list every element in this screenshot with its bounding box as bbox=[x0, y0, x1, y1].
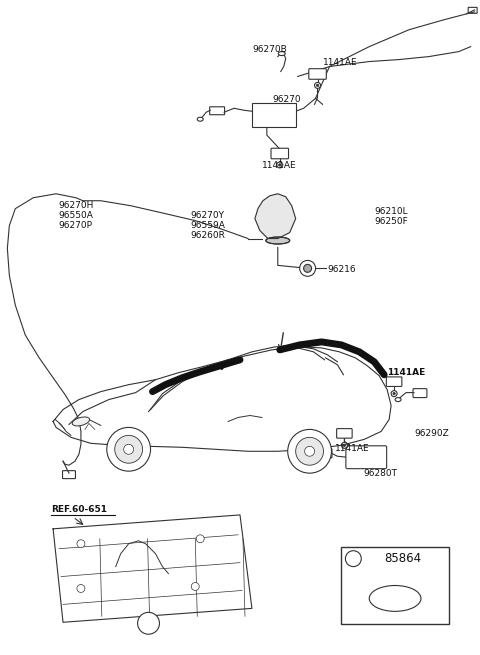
Circle shape bbox=[316, 84, 319, 86]
FancyBboxPatch shape bbox=[309, 69, 326, 79]
Circle shape bbox=[115, 436, 143, 463]
Ellipse shape bbox=[266, 237, 290, 244]
Circle shape bbox=[124, 444, 133, 455]
Ellipse shape bbox=[369, 586, 421, 611]
FancyBboxPatch shape bbox=[346, 446, 387, 469]
Polygon shape bbox=[53, 515, 252, 622]
Text: 1141AE: 1141AE bbox=[336, 444, 370, 453]
Circle shape bbox=[288, 430, 332, 473]
Text: 96216: 96216 bbox=[327, 265, 356, 274]
Text: 96270H: 96270H bbox=[58, 200, 94, 210]
Ellipse shape bbox=[278, 52, 285, 56]
Circle shape bbox=[343, 444, 346, 447]
Text: REF.60-651: REF.60-651 bbox=[51, 505, 107, 514]
Circle shape bbox=[196, 534, 204, 543]
Text: 96290Z: 96290Z bbox=[414, 430, 449, 438]
FancyBboxPatch shape bbox=[62, 471, 75, 479]
FancyBboxPatch shape bbox=[336, 428, 352, 438]
Text: 1141AE: 1141AE bbox=[387, 367, 425, 377]
Text: 96260R: 96260R bbox=[190, 231, 225, 240]
Circle shape bbox=[393, 392, 396, 395]
Polygon shape bbox=[255, 194, 296, 238]
Circle shape bbox=[277, 162, 283, 168]
Circle shape bbox=[192, 582, 199, 590]
Circle shape bbox=[304, 265, 312, 272]
Circle shape bbox=[305, 446, 314, 457]
Ellipse shape bbox=[395, 398, 401, 402]
Circle shape bbox=[296, 438, 324, 465]
FancyBboxPatch shape bbox=[271, 148, 288, 159]
Circle shape bbox=[278, 164, 281, 166]
Circle shape bbox=[314, 83, 321, 88]
Text: 96280T: 96280T bbox=[363, 469, 397, 478]
Bar bbox=[252, 103, 296, 127]
Circle shape bbox=[138, 612, 159, 634]
Circle shape bbox=[107, 428, 151, 471]
Circle shape bbox=[77, 584, 85, 593]
Text: 1141AE: 1141AE bbox=[323, 58, 357, 67]
FancyBboxPatch shape bbox=[413, 388, 427, 398]
FancyBboxPatch shape bbox=[468, 7, 477, 13]
Text: 96559A: 96559A bbox=[190, 221, 225, 230]
FancyBboxPatch shape bbox=[210, 107, 225, 115]
Bar bbox=[341, 547, 449, 624]
Circle shape bbox=[391, 390, 397, 396]
Circle shape bbox=[77, 540, 85, 548]
Text: 96250F: 96250F bbox=[374, 217, 408, 225]
FancyBboxPatch shape bbox=[321, 449, 332, 458]
Text: 96550A: 96550A bbox=[58, 211, 93, 219]
Circle shape bbox=[300, 261, 315, 276]
Text: 96270: 96270 bbox=[273, 96, 301, 104]
Text: 96270B: 96270B bbox=[252, 45, 287, 54]
Text: a: a bbox=[350, 554, 356, 563]
Circle shape bbox=[341, 442, 348, 448]
Ellipse shape bbox=[72, 417, 90, 426]
FancyBboxPatch shape bbox=[386, 377, 402, 386]
Text: a: a bbox=[145, 618, 152, 628]
Text: 96270P: 96270P bbox=[58, 221, 92, 230]
Text: 96270Y: 96270Y bbox=[190, 211, 224, 219]
Text: 96210L: 96210L bbox=[374, 207, 408, 215]
Ellipse shape bbox=[197, 117, 203, 121]
Text: 85864: 85864 bbox=[384, 552, 421, 565]
Text: 1141AE: 1141AE bbox=[262, 161, 297, 170]
Circle shape bbox=[346, 551, 361, 567]
